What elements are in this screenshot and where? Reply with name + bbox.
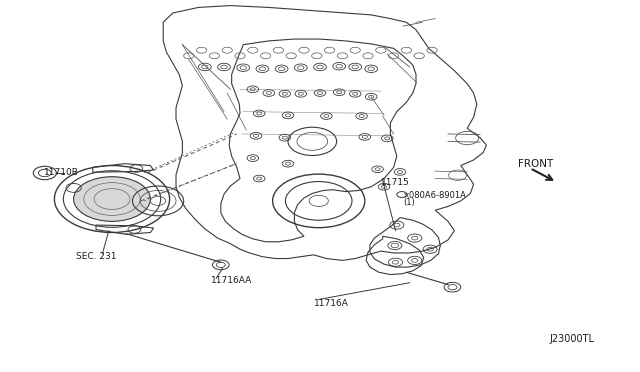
Text: 11715: 11715 xyxy=(381,178,410,187)
Text: ×080A6-8901A: ×080A6-8901A xyxy=(403,191,467,200)
Text: J23000TL: J23000TL xyxy=(549,334,594,344)
Circle shape xyxy=(74,177,150,221)
Text: (1): (1) xyxy=(403,198,415,207)
Text: 11710B: 11710B xyxy=(44,169,78,177)
Text: 11716A: 11716A xyxy=(314,299,348,308)
Text: FRONT: FRONT xyxy=(518,159,554,169)
Text: SEC. 231: SEC. 231 xyxy=(76,252,116,261)
Text: 11716AA: 11716AA xyxy=(211,276,252,285)
